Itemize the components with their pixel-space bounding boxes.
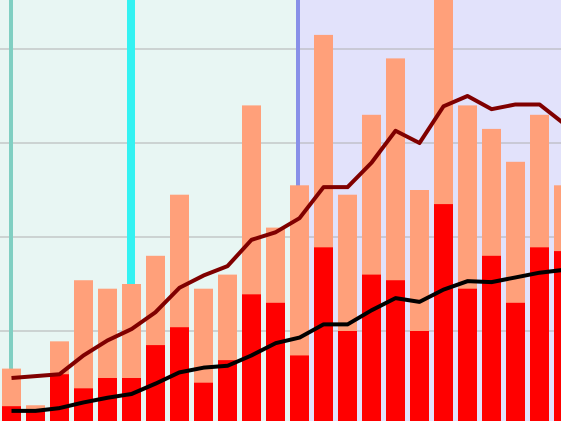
bar [386, 280, 405, 421]
bar [74, 388, 93, 421]
bar [434, 204, 453, 421]
bar [266, 302, 285, 421]
bar [482, 255, 501, 421]
bar [530, 247, 549, 421]
bar [26, 409, 45, 421]
bar [194, 382, 213, 421]
bar [50, 374, 69, 421]
bar [554, 251, 561, 421]
bar [362, 274, 381, 421]
bar [2, 406, 21, 421]
bar [122, 378, 141, 421]
bar [242, 294, 261, 421]
bar [74, 280, 93, 421]
line [11, 268, 561, 413]
bar [218, 360, 237, 421]
bar [458, 288, 477, 421]
marker-line [9, 0, 13, 421]
bar [338, 331, 357, 421]
bar [314, 247, 333, 421]
bar [410, 331, 429, 421]
marker-line [127, 0, 135, 421]
line [11, 94, 561, 380]
bar [290, 355, 309, 421]
bar [506, 302, 525, 421]
